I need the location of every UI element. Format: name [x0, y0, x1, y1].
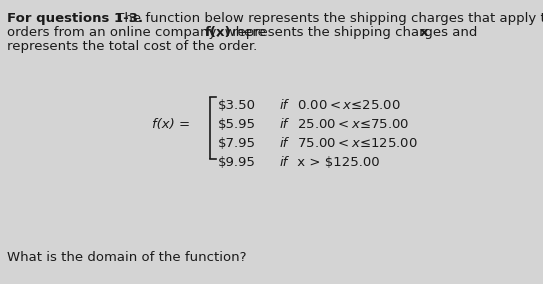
- Text: x > $125.00: x > $125.00: [293, 156, 380, 169]
- Text: For questions 1-3.: For questions 1-3.: [7, 12, 143, 25]
- Text: orders from an online company, where: orders from an online company, where: [7, 26, 270, 39]
- Text: $3.50: $3.50: [218, 99, 256, 112]
- Text: $75.00 < x ≤ $125.00: $75.00 < x ≤ $125.00: [293, 137, 418, 150]
- Text: f(x): f(x): [205, 26, 232, 39]
- Text: if: if: [280, 137, 288, 150]
- Text: The function below represents the shipping charges that apply to: The function below represents the shippi…: [112, 12, 543, 25]
- Text: if: if: [280, 118, 288, 131]
- Text: x: x: [420, 26, 428, 39]
- Text: f(x) =: f(x) =: [152, 118, 190, 131]
- Text: if: if: [280, 156, 288, 169]
- Text: represents the total cost of the order.: represents the total cost of the order.: [7, 40, 257, 53]
- Text: represents the shipping charges and: represents the shipping charges and: [228, 26, 482, 39]
- Text: $5.95: $5.95: [218, 118, 256, 131]
- Text: $25.00 < x ≤ $75.00: $25.00 < x ≤ $75.00: [293, 118, 409, 131]
- Text: $0.00 < x ≤ $25.00: $0.00 < x ≤ $25.00: [293, 99, 401, 112]
- Text: $7.95: $7.95: [218, 137, 256, 150]
- Text: $9.95: $9.95: [218, 156, 256, 169]
- Text: if: if: [280, 99, 288, 112]
- Text: What is the domain of the function?: What is the domain of the function?: [7, 251, 247, 264]
